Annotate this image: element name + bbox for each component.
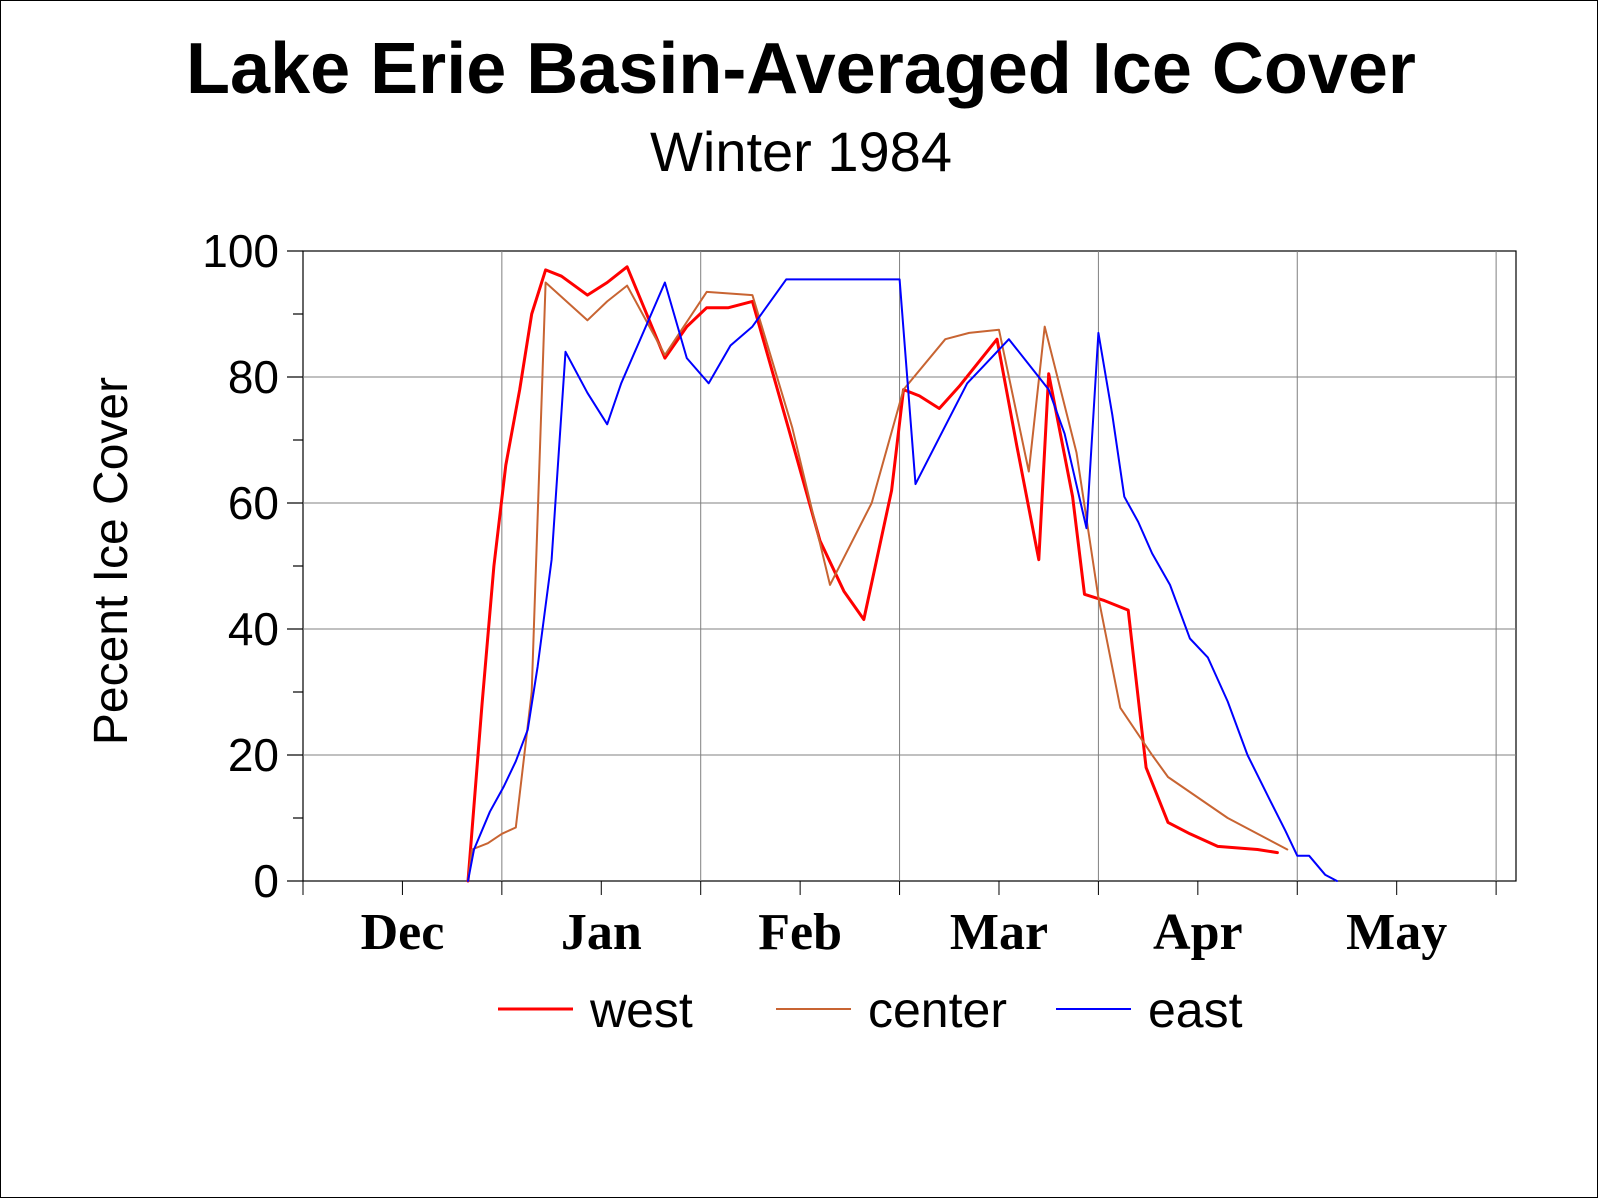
y-axis-label: Pecent Ice Cover	[85, 377, 138, 745]
series-layer	[466, 265, 1338, 883]
x-tick-label: Apr	[1153, 904, 1243, 961]
series-line-west	[466, 265, 1279, 883]
legend-label-center: center	[868, 982, 1007, 1038]
grid-layer	[302, 250, 1517, 882]
legend: west center east	[498, 982, 1243, 1038]
legend-label-west: west	[589, 982, 693, 1038]
legend-label-east: east	[1148, 982, 1243, 1038]
chart-subtitle: Winter 1984	[650, 120, 952, 183]
y-tick-label: 40	[228, 603, 279, 655]
y-tick-label: 60	[228, 477, 279, 529]
y-tick-label: 80	[228, 351, 279, 403]
axis-layer: 0 20 40 60 80 100 Dec Jan Feb Mar Apr May	[202, 225, 1497, 961]
x-tick-label: Jan	[561, 904, 642, 961]
x-tick-label: May	[1346, 904, 1447, 961]
x-tick-label: Feb	[758, 904, 842, 961]
series-line-east	[467, 278, 1338, 882]
y-tick-label: 100	[202, 225, 279, 277]
y-tick-label: 0	[253, 855, 279, 907]
y-tick-label: 20	[228, 729, 279, 781]
series-line-center	[467, 281, 1289, 882]
plot-border	[302, 250, 1517, 882]
x-tick-label: Mar	[950, 904, 1048, 961]
chart-title: Lake Erie Basin-Averaged Ice Cover	[186, 29, 1416, 109]
x-tick-label: Dec	[361, 904, 445, 961]
